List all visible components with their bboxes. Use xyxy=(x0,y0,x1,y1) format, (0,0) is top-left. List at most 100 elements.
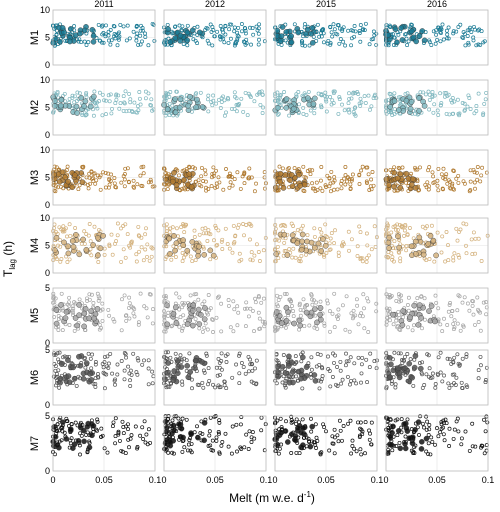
data-point xyxy=(474,170,479,175)
data-point xyxy=(332,325,337,330)
data-point-highlight xyxy=(291,320,298,327)
data-point xyxy=(203,172,208,177)
data-point xyxy=(473,322,477,327)
data-point xyxy=(117,438,122,443)
data-point-highlight xyxy=(196,243,202,250)
data-point xyxy=(174,291,179,296)
data-point-highlight xyxy=(177,96,184,103)
data-point xyxy=(52,352,57,357)
data-point xyxy=(82,356,87,361)
data-point-highlight xyxy=(411,302,418,309)
data-point xyxy=(436,188,441,193)
x-tick-label: 0 xyxy=(50,475,55,485)
data-point xyxy=(402,228,407,233)
data-point-highlight xyxy=(385,239,392,246)
data-point xyxy=(358,433,362,438)
data-point xyxy=(93,384,98,389)
data-point-highlight xyxy=(390,311,396,318)
data-point xyxy=(483,378,488,382)
data-point-highlight xyxy=(284,252,291,258)
data-point xyxy=(340,303,345,308)
panel-M4-2015 xyxy=(273,217,379,274)
data-point xyxy=(99,426,104,431)
x-tick-label: 0 xyxy=(272,475,277,485)
data-point xyxy=(82,229,87,234)
data-point-highlight xyxy=(412,250,419,257)
data-point xyxy=(65,234,69,239)
data-point xyxy=(60,229,65,234)
data-point xyxy=(131,351,136,356)
data-point xyxy=(96,260,101,264)
data-point xyxy=(123,451,128,456)
data-point xyxy=(239,257,244,262)
data-point xyxy=(372,224,377,229)
data-point-highlight xyxy=(63,436,70,442)
data-point-highlight xyxy=(385,32,391,38)
data-point xyxy=(132,100,137,105)
data-point-highlight xyxy=(303,364,310,370)
data-point xyxy=(219,329,224,334)
data-point-highlight xyxy=(407,106,414,112)
panel-frame xyxy=(163,415,267,472)
data-point xyxy=(450,372,455,377)
data-point xyxy=(419,294,424,299)
data-point xyxy=(228,36,233,41)
x-tick-label: 0.1 xyxy=(482,475,495,485)
data-point xyxy=(332,360,336,365)
data-point xyxy=(118,22,123,27)
data-point xyxy=(348,418,353,423)
panel-M3-2012 xyxy=(162,149,268,206)
data-point xyxy=(111,24,116,28)
data-point xyxy=(435,183,440,188)
data-point xyxy=(150,246,155,251)
data-point xyxy=(252,189,257,194)
data-point xyxy=(256,250,261,254)
data-point xyxy=(249,440,254,444)
data-point xyxy=(82,39,87,44)
data-point xyxy=(480,165,485,170)
data-point xyxy=(471,299,476,304)
data-point xyxy=(397,250,402,255)
data-point xyxy=(318,178,323,183)
panel-M5-2011: 05 xyxy=(45,283,156,348)
data-point xyxy=(358,420,363,425)
data-point xyxy=(464,251,469,256)
data-point-highlight xyxy=(273,308,280,315)
data-point xyxy=(144,432,149,437)
data-point xyxy=(276,188,281,193)
data-point xyxy=(291,314,296,319)
data-point xyxy=(330,98,335,103)
data-point xyxy=(120,449,125,454)
data-point-highlight xyxy=(193,104,199,110)
data-point xyxy=(349,43,354,48)
data-point xyxy=(209,184,214,189)
data-point-highlight xyxy=(172,304,179,311)
data-point xyxy=(240,29,244,34)
data-point xyxy=(72,24,77,29)
data-point xyxy=(341,424,346,428)
data-point xyxy=(129,433,134,438)
data-point xyxy=(136,42,141,47)
data-point xyxy=(129,241,134,246)
data-point xyxy=(326,38,331,43)
data-point xyxy=(408,357,413,362)
data-point xyxy=(418,90,423,95)
data-point xyxy=(403,91,408,96)
data-point xyxy=(189,377,194,382)
data-point xyxy=(254,242,259,247)
data-point-highlight xyxy=(94,306,101,312)
data-point xyxy=(248,306,253,311)
data-point xyxy=(149,97,154,102)
data-point xyxy=(246,176,251,181)
data-point-highlight xyxy=(58,97,65,103)
data-point xyxy=(194,292,199,297)
data-point xyxy=(433,382,438,386)
data-point xyxy=(305,169,310,173)
data-point xyxy=(291,246,296,251)
data-point xyxy=(471,312,476,317)
data-point xyxy=(223,431,228,436)
data-point-highlight xyxy=(192,357,199,364)
data-point xyxy=(148,177,153,182)
data-point-highlight xyxy=(387,374,393,381)
data-point-highlight xyxy=(391,98,398,104)
